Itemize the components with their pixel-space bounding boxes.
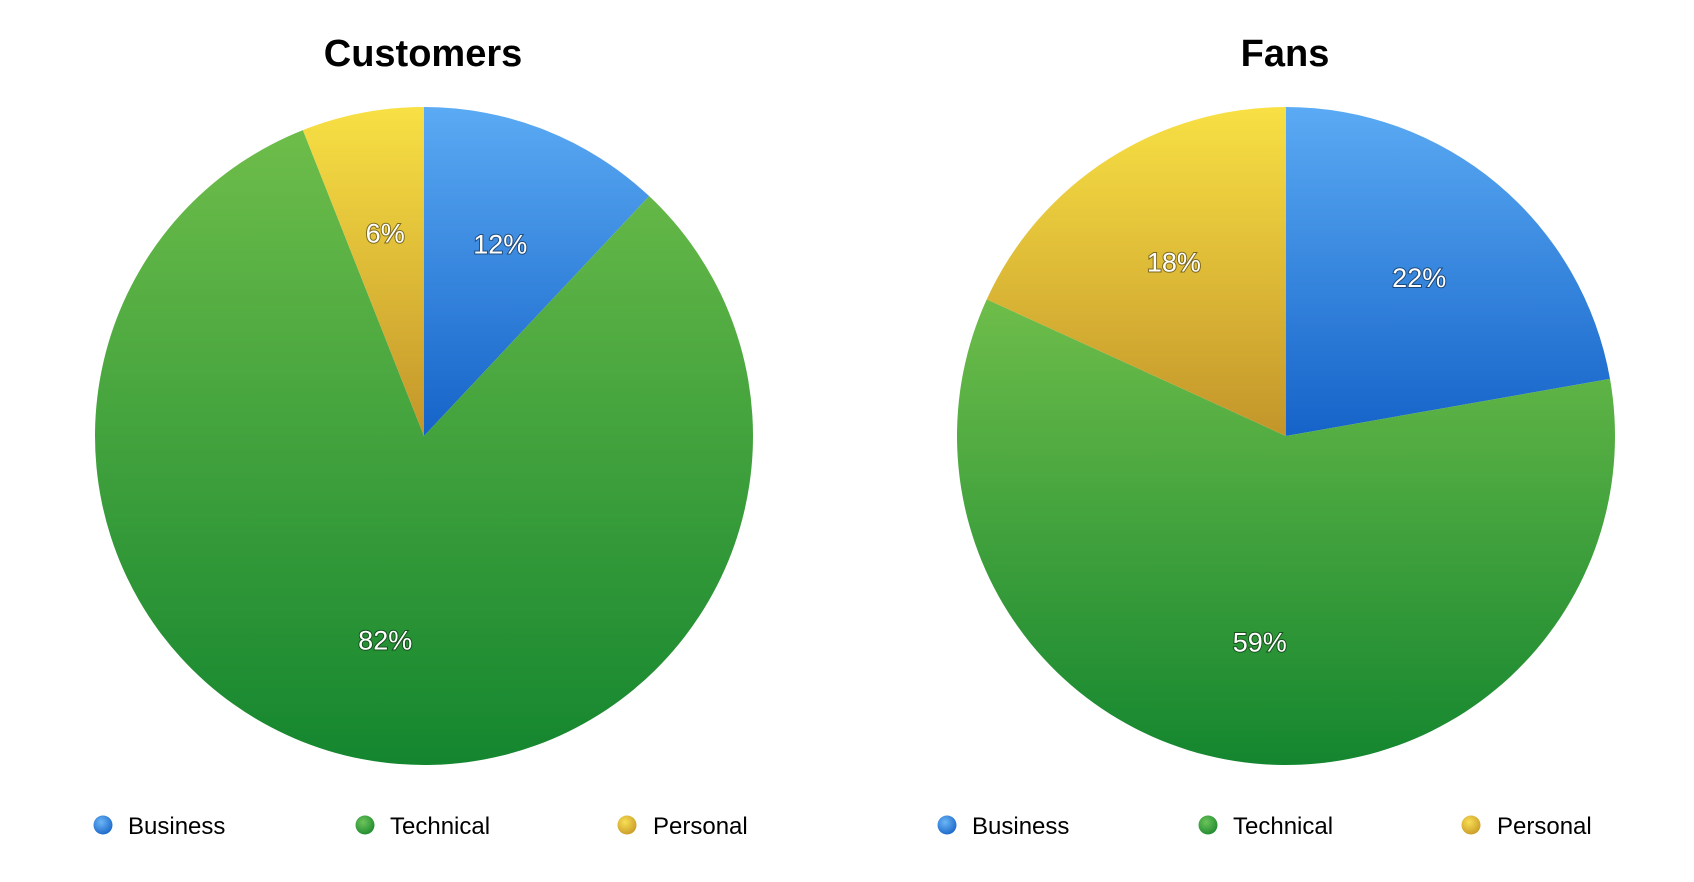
pie-slice-technical — [95, 130, 754, 765]
pie-labels: 22% 59% 18% — [1146, 247, 1447, 659]
legend-label-personal: Personal — [1497, 813, 1592, 840]
slice-label-technical: 59% — [1233, 628, 1287, 658]
legend-dot-technical-icon — [355, 815, 375, 835]
legend-label-personal: Personal — [653, 813, 748, 840]
pie-slices — [95, 107, 754, 765]
pie-slice-personal — [986, 107, 1286, 436]
chart-fans: Fans 22% 59% 18% Business Technical Pers… — [937, 33, 1615, 840]
pie-slice-business — [424, 107, 650, 436]
legend-item-technical: Technical — [355, 813, 490, 840]
legend-item-personal: Personal — [617, 813, 748, 840]
slice-label-personal: 6% — [366, 218, 405, 248]
pie-slice-business — [1286, 107, 1610, 436]
legend-label-technical: Technical — [1233, 813, 1333, 840]
slice-label-business: 22% — [1392, 263, 1446, 293]
pie-slice-personal — [302, 107, 424, 436]
slice-label-business: 12% — [473, 229, 527, 259]
legend-dot-business-icon — [93, 815, 113, 835]
legend: Business Technical Personal — [93, 813, 748, 840]
legend-item-personal: Personal — [1461, 813, 1592, 840]
pie-labels: 12% 82% 6% — [357, 217, 528, 656]
legend-item-business: Business — [937, 813, 1069, 840]
legend-dot-personal-icon — [617, 815, 637, 835]
slice-label-technical: 82% — [358, 626, 412, 656]
legend-dot-technical-icon — [1198, 815, 1218, 835]
chart-title: Fans — [1241, 33, 1330, 75]
slice-label-personal: 18% — [1147, 248, 1201, 278]
legend-label-technical: Technical — [390, 813, 490, 840]
legend: Business Technical Personal — [937, 813, 1592, 840]
pie-slices — [956, 107, 1615, 766]
chart-title: Customers — [324, 33, 523, 75]
legend-label-business: Business — [128, 813, 225, 840]
legend-item-technical: Technical — [1198, 813, 1333, 840]
legend-item-business: Business — [93, 813, 225, 840]
chart-customers: Customers 12% 82% 6% Business Technical … — [93, 33, 754, 840]
legend-label-business: Business — [972, 813, 1069, 840]
legend-dot-personal-icon — [1461, 815, 1481, 835]
legend-dot-business-icon — [937, 815, 957, 835]
pie-slice-technical — [956, 299, 1615, 766]
